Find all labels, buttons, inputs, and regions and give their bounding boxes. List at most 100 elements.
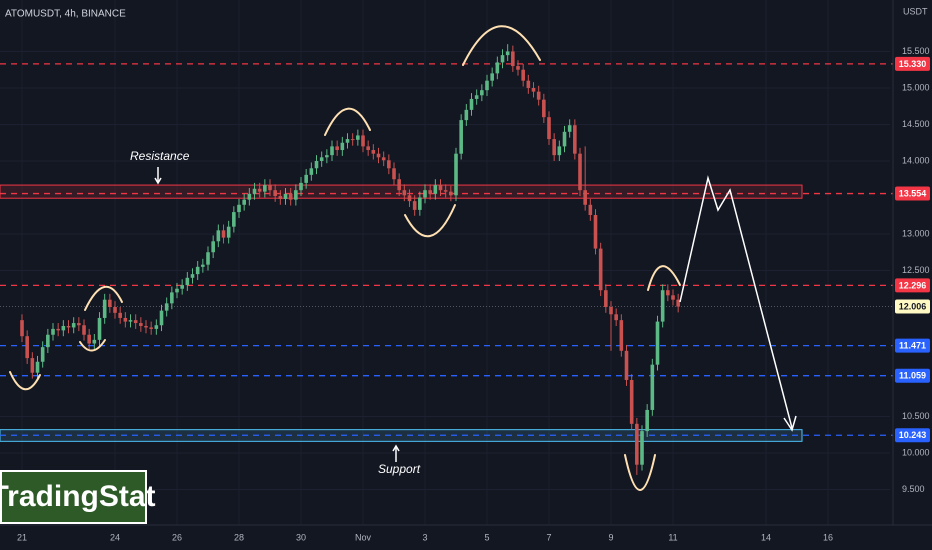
candle-body [629, 380, 634, 424]
candle-body [201, 264, 205, 267]
candle-body [30, 358, 35, 373]
candle-body [278, 196, 283, 199]
candle-body [655, 321, 660, 365]
candle-body [216, 230, 221, 242]
candle-body [531, 87, 536, 92]
level-label-box [895, 428, 930, 443]
candle-body [77, 323, 81, 326]
candle-body [25, 336, 29, 359]
level-label: 11.059 [899, 371, 926, 381]
candle-body [505, 51, 510, 56]
candle-body [113, 306, 117, 313]
candle-body [609, 306, 613, 315]
candle-body [454, 153, 458, 196]
candle-body [500, 55, 505, 63]
candle-body [82, 325, 86, 335]
candle-body [438, 185, 443, 191]
candle-body [412, 201, 417, 210]
candle-body [485, 80, 489, 91]
candle-body [433, 185, 438, 194]
candle-body [325, 155, 329, 158]
candle-body [71, 323, 76, 328]
curve [79, 339, 106, 352]
candle-body [588, 204, 593, 216]
brand: TradingStat [0, 480, 156, 513]
candle-body [108, 299, 112, 307]
candle-body [56, 328, 60, 331]
level-label-box [895, 368, 930, 383]
candle-body [619, 320, 624, 351]
x-tick-label: 7 [546, 532, 551, 542]
candle-body [676, 299, 680, 307]
candle-body [252, 188, 257, 194]
curve [404, 204, 456, 237]
candle-body [330, 146, 334, 156]
candle-body [20, 320, 24, 337]
candle-body [526, 80, 531, 88]
candle-body [557, 146, 562, 156]
candle-body [128, 320, 133, 322]
x-tick-label: 26 [172, 532, 182, 542]
candle-body [397, 179, 401, 191]
candle-body [61, 325, 66, 331]
candle-body [268, 185, 272, 191]
level-label: 10.243 [899, 430, 927, 440]
candle-body [283, 193, 288, 199]
candle-body [51, 328, 55, 335]
candle-body [495, 62, 500, 74]
candle-body [35, 361, 40, 373]
candle-body [666, 290, 670, 296]
candle-body [423, 190, 427, 198]
candle-body [480, 90, 484, 96]
candle-body [226, 226, 231, 238]
y-tick-label: 12.500 [902, 265, 930, 275]
candle-body [371, 150, 376, 154]
candle-body [366, 146, 370, 151]
x-tick-label: 24 [110, 532, 120, 542]
candle-body [139, 323, 143, 326]
candle-body [247, 193, 252, 200]
candle-body [449, 191, 453, 196]
candle-body [459, 120, 463, 154]
candle-body [583, 190, 587, 205]
candle-body [521, 69, 525, 81]
level-label: 12.296 [899, 280, 927, 290]
y-tick-label: 15.500 [902, 46, 930, 56]
candle-body [180, 285, 184, 289]
candle-body [66, 325, 71, 328]
x-tick-label: 3 [422, 532, 427, 542]
candle-body [190, 274, 195, 278]
candle-body [392, 168, 396, 180]
candle-body [474, 95, 479, 99]
candle-body [340, 142, 345, 151]
candle-body [263, 185, 267, 192]
candle-body [536, 91, 541, 100]
candle-body [387, 160, 391, 169]
candle-body [350, 139, 355, 141]
candle-body [273, 190, 277, 197]
x-tick-label: 9 [608, 532, 613, 542]
candle-body [418, 197, 422, 210]
candle-body [407, 195, 412, 202]
level-label-box [895, 56, 930, 71]
candle-body [97, 317, 102, 340]
candle-body [640, 431, 644, 465]
level-label: 13.554 [899, 188, 927, 198]
x-tick-label: 30 [296, 532, 306, 542]
level-label-box [895, 299, 930, 314]
candle-body [660, 290, 665, 322]
candle-body [170, 292, 174, 304]
y-tick-label: 15.000 [902, 82, 930, 92]
candle-body [46, 334, 50, 348]
brand-box [0, 470, 147, 524]
candle-body [237, 204, 241, 213]
candle-body [547, 117, 551, 140]
chart-title: ATOMUSDT, 4h, BINANCE [5, 9, 126, 20]
projection-path [679, 175, 793, 429]
candle-body [598, 248, 603, 291]
curve [9, 371, 41, 391]
candle-body [469, 98, 474, 110]
y-axis-label: USDT [903, 6, 928, 16]
candle-body [144, 325, 148, 328]
candle-body [304, 174, 308, 183]
